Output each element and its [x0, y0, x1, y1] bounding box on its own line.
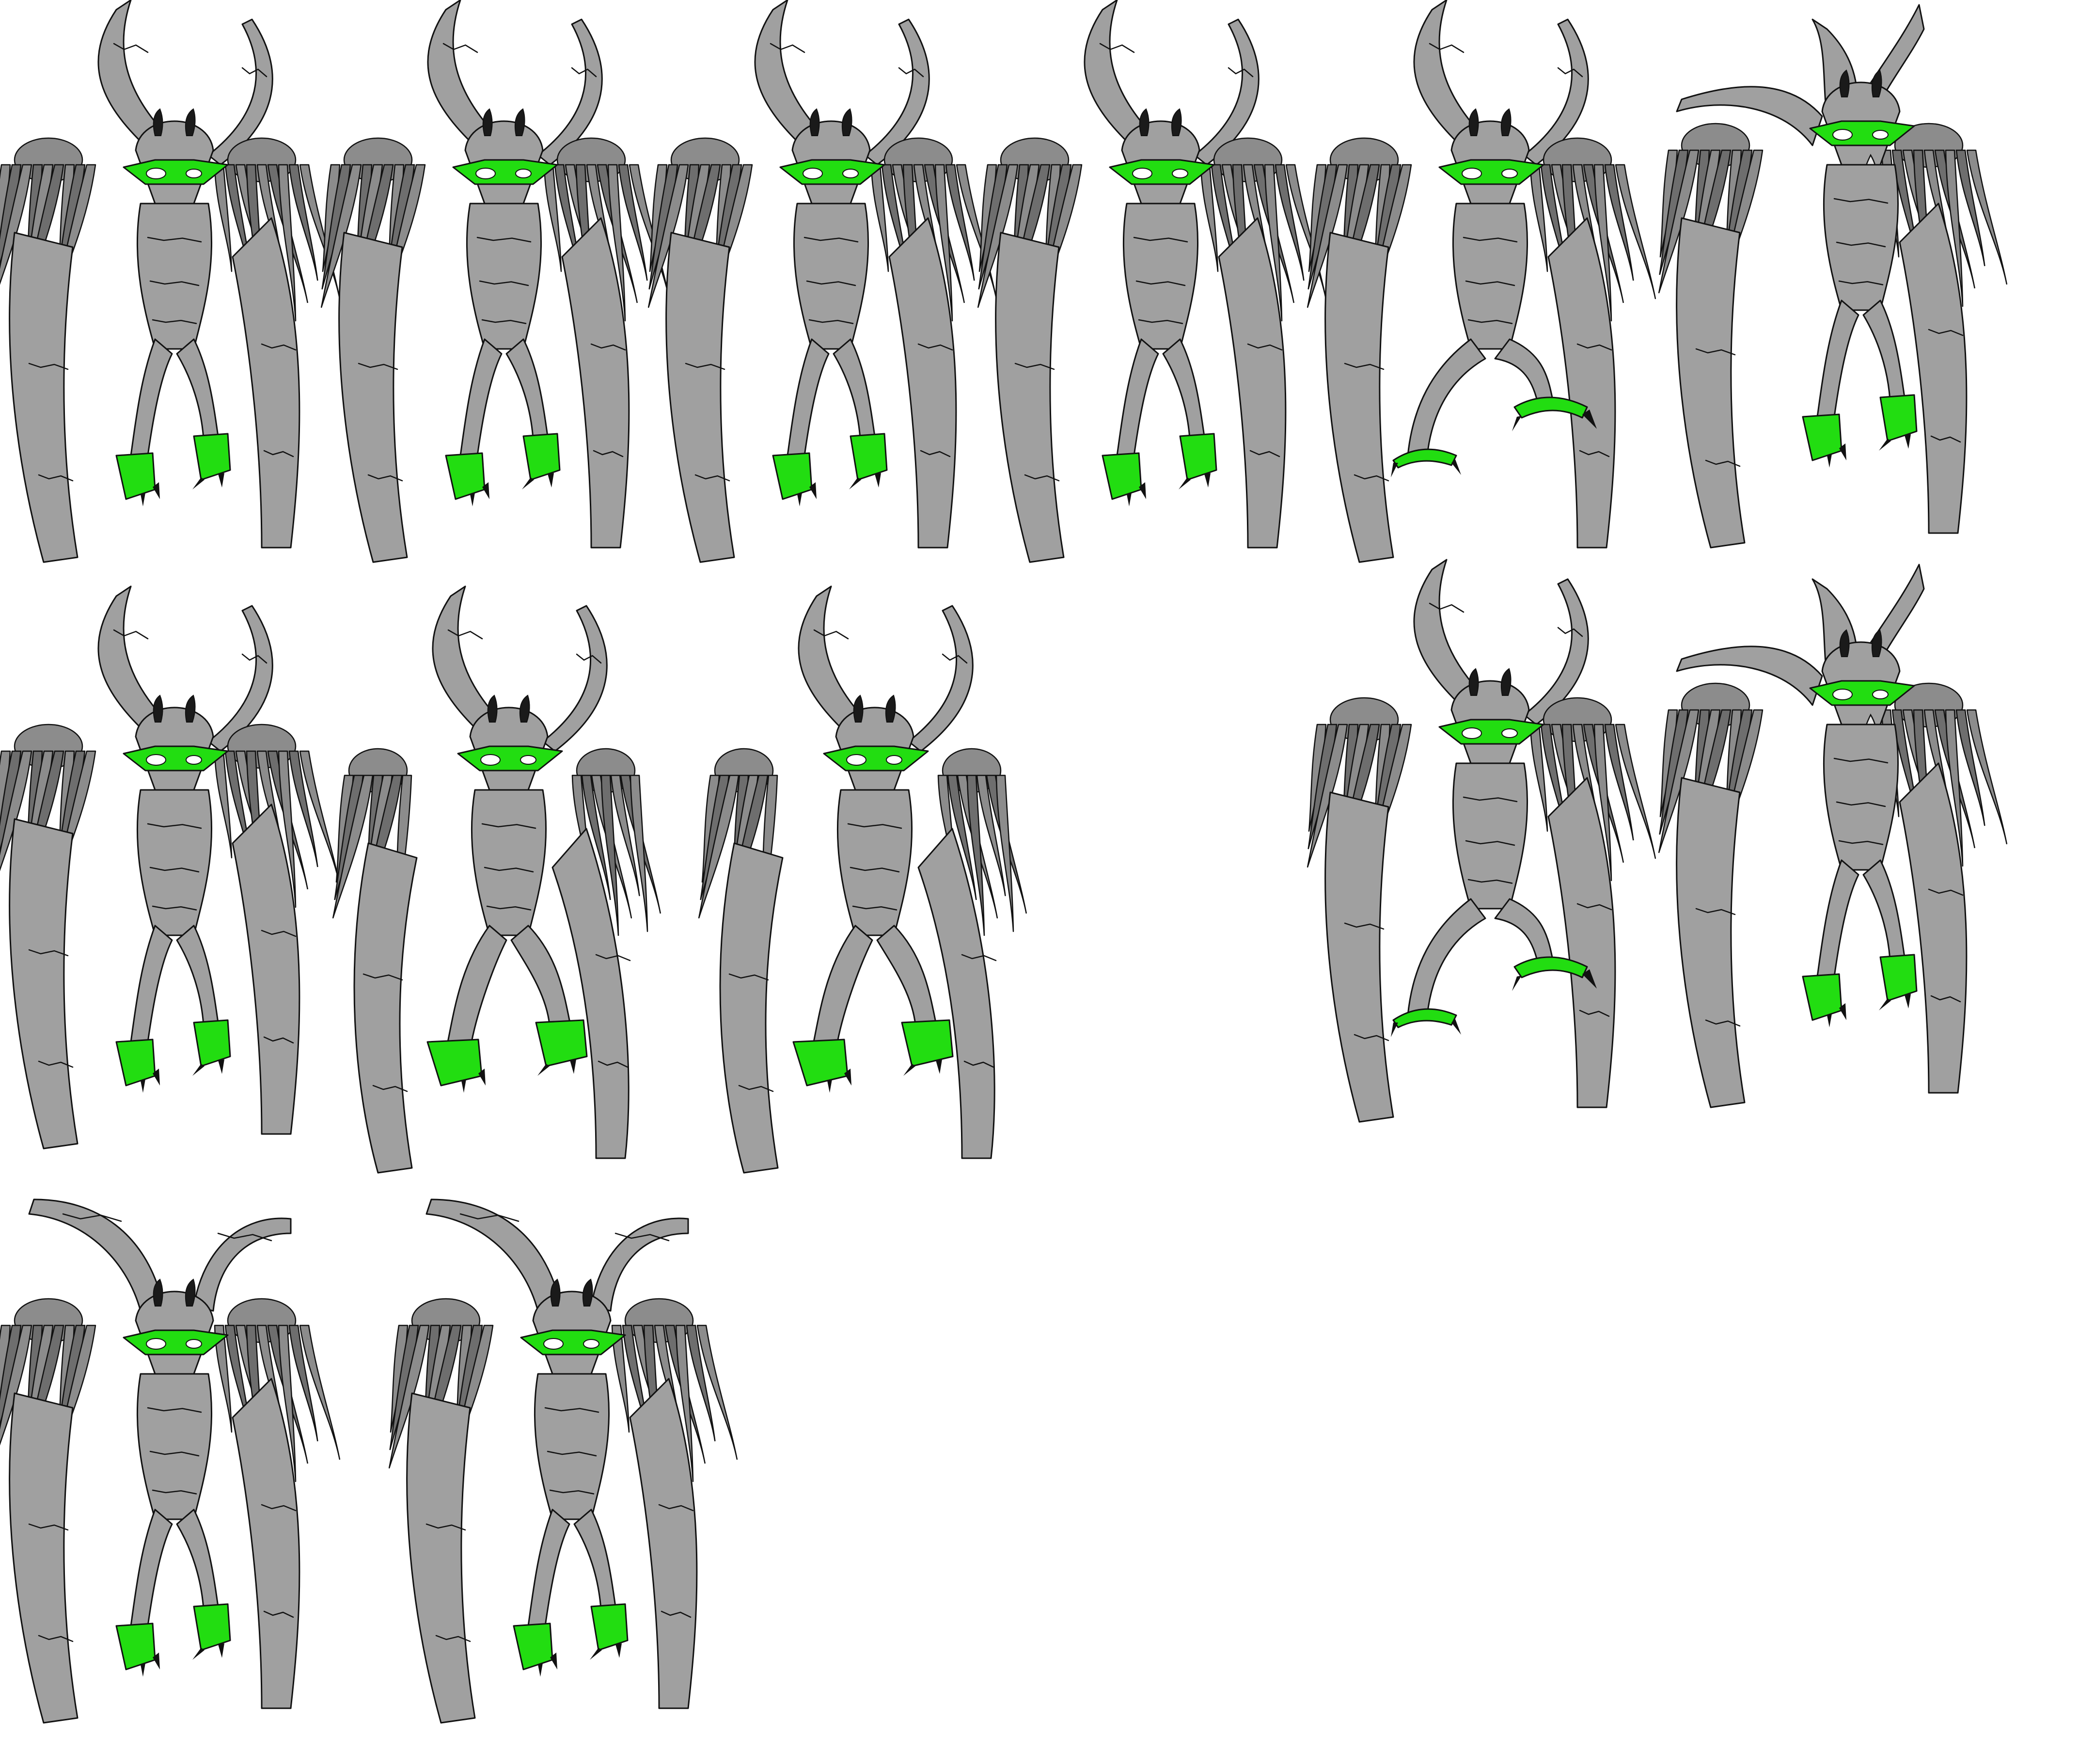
sprite-r2-4-crouch-claws: [1307, 559, 1656, 1161]
creature-figure: [1658, 4, 2008, 549]
sprite-r1-1-idle: [0, 0, 341, 601]
creature-figure: [647, 0, 997, 563]
creature-figure: [977, 0, 1327, 563]
sprite-r1-3-idle: [647, 0, 997, 601]
creature-figure: [332, 585, 662, 1174]
sprite-r3-1-wide-horns: [0, 1161, 341, 1762]
creature-figure: [320, 0, 670, 563]
creature-figure: [388, 1198, 738, 1724]
creature-figure: [0, 0, 341, 563]
sprite-r3-2-wide-horns: [388, 1161, 738, 1762]
creature-figure: [0, 1198, 341, 1724]
sprite-r1-6-look-up: [1658, 0, 2008, 601]
sprite-r2-3-spread: [698, 585, 1030, 1187]
creature-figure: [698, 585, 1027, 1174]
creature-figure: [1307, 559, 1656, 1123]
sprite-r1-2-idle: [320, 0, 670, 601]
sprite-r1-5-crouch-claws: [1307, 0, 1656, 601]
creature-figure: [0, 585, 341, 1150]
sprite-r2-5-look-up: [1658, 560, 2008, 1161]
sprite-r2-2-spread: [332, 585, 664, 1187]
sprite-sheet: [0, 0, 2008, 1724]
sprite-r1-4-idle: [977, 0, 1327, 601]
sprite-r2-1-idle: [0, 585, 341, 1187]
creature-figure: [1307, 0, 1656, 563]
creature-figure: [1658, 564, 2008, 1108]
